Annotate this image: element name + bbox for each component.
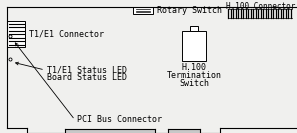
Bar	[65, 129, 155, 133]
Text: Board Status LED: Board Status LED	[47, 74, 127, 82]
Bar	[190, 26, 198, 31]
Bar	[182, 31, 206, 61]
Text: PCI Bus Connector: PCI Bus Connector	[77, 115, 162, 124]
Text: H.100 Connector: H.100 Connector	[226, 2, 295, 11]
Text: Termination: Termination	[167, 71, 222, 80]
Text: Switch: Switch	[179, 79, 209, 88]
Bar	[7, 21, 25, 47]
Text: H.100: H.100	[181, 63, 206, 72]
Text: T1/E1 Connector: T1/E1 Connector	[29, 30, 104, 38]
Bar	[133, 7, 153, 14]
Bar	[168, 129, 200, 133]
Text: Rotary Switch: Rotary Switch	[157, 6, 222, 15]
Text: T1/E1 Status LED: T1/E1 Status LED	[47, 65, 127, 74]
